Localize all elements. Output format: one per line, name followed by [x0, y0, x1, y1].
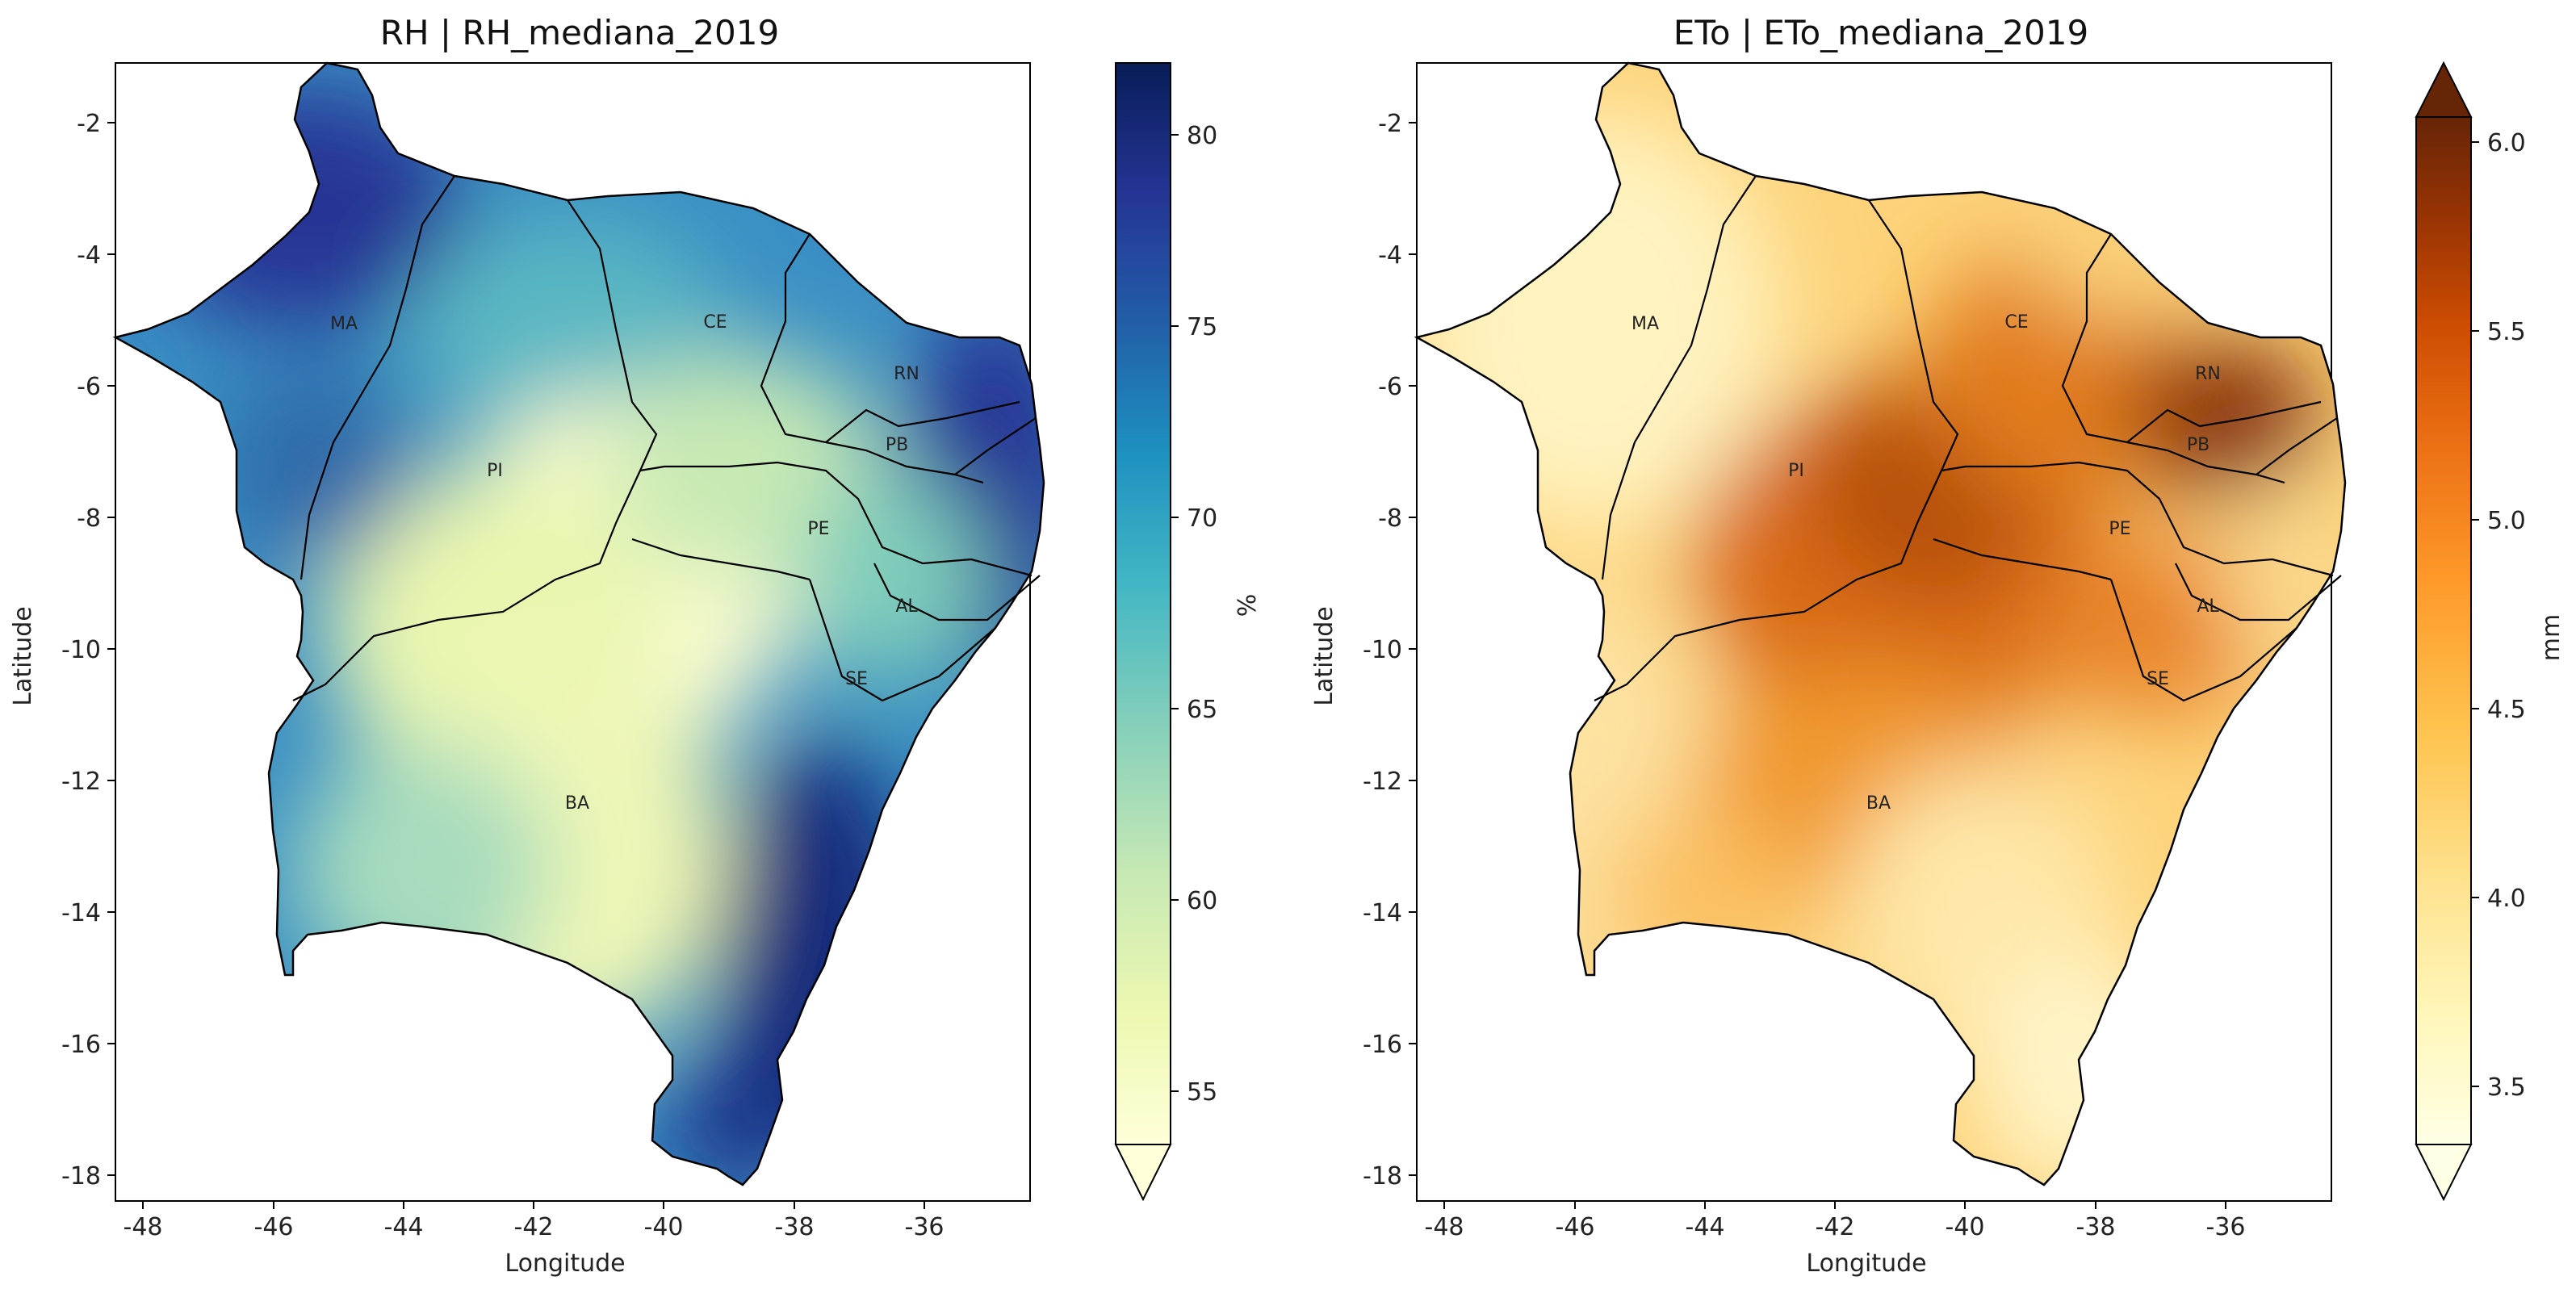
rh-y-tick: -10	[61, 636, 101, 664]
eto-state-label-pe: PE	[2109, 519, 2130, 539]
rh-colorbar-tick: 55	[1187, 1078, 1217, 1107]
rh-state-borders	[292, 175, 1041, 702]
rh-x-tick: -38	[775, 1213, 815, 1241]
rh-x-tick-labels: -48 -46 -44 -42 -40 -38 -36	[124, 1213, 945, 1241]
eto-state-label-ma: MA	[1631, 314, 1659, 334]
eto-colorbar-tick: 4.5	[2487, 696, 2526, 724]
eto-x-tick: -38	[2076, 1213, 2116, 1241]
eto-y-tick: -8	[1378, 504, 1402, 533]
rh-axis-tick-marks	[107, 122, 925, 1209]
eto-y-tick: -16	[1363, 1031, 1402, 1059]
rh-state-label-rn: RN	[894, 364, 919, 384]
rh-y-tick: -8	[77, 504, 101, 533]
rh-state-label-ce: CE	[703, 312, 727, 333]
rh-x-tick: -44	[384, 1213, 424, 1241]
rh-y-tick: -12	[61, 768, 101, 796]
rh-x-axis-label: Longitude	[505, 1249, 625, 1278]
rh-y-axis-label: Latitude	[9, 606, 37, 705]
eto-y-tick: -14	[1363, 899, 1402, 927]
eto-colorbar-tick: 3.5	[2487, 1073, 2526, 1102]
rh-x-tick: -46	[254, 1213, 294, 1241]
eto-y-axis-label: Latitude	[1310, 606, 1338, 705]
eto-colorbar-tick: 5.0	[2487, 507, 2526, 535]
eto-y-tick: -12	[1363, 768, 1402, 796]
eto-x-axis-label: Longitude	[1806, 1249, 1926, 1278]
eto-colorbar-tick: 4.0	[2487, 885, 2526, 913]
eto-state-label-se: SE	[2147, 669, 2169, 689]
rh-x-tick: -48	[124, 1213, 163, 1241]
rh-state-label-ba: BA	[565, 793, 589, 814]
eto-state-borders	[1594, 175, 2342, 702]
rh-colorbar-label: %	[1234, 594, 1262, 617]
rh-state-label-pi: PI	[487, 461, 503, 481]
eto-y-tick: -6	[1378, 373, 1402, 401]
rh-x-tick: -40	[644, 1213, 684, 1241]
rh-y-tick-labels: -2 -4 -6 -8 -10 -12 -14 -16 -18	[61, 110, 101, 1190]
rh-colorbar: 55 60 65 70 75 80 %	[1114, 62, 1262, 1202]
eto-x-tick: -48	[1425, 1213, 1464, 1241]
rh-state-label-pb: PB	[886, 435, 908, 455]
rh-y-tick: -14	[61, 899, 101, 927]
rh-colorbar-tick: 70	[1187, 504, 1217, 533]
eto-map-title: ETo | ETo_mediana_2019	[1673, 13, 2088, 52]
eto-x-tick: -44	[1686, 1213, 1725, 1241]
rh-colorbar-tick: 65	[1187, 696, 1217, 724]
eto-y-tick: -18	[1363, 1162, 1402, 1190]
eto-x-tick-labels: -48 -46 -44 -42 -40 -38 -36	[1425, 1213, 2246, 1241]
rh-map-panel: RH | RH_mediana_2019	[9, 13, 1262, 1278]
eto-colorbar-label: mm	[2537, 614, 2566, 661]
eto-x-tick: -42	[1816, 1213, 1855, 1241]
rh-y-tick: -16	[61, 1031, 101, 1059]
rh-colorbar-tick: 80	[1187, 122, 1217, 150]
rh-y-tick: -2	[77, 110, 101, 138]
rh-x-tick: -42	[514, 1213, 554, 1241]
rh-colorbar-tick: 75	[1187, 313, 1217, 341]
rh-y-tick: -4	[77, 241, 101, 270]
rh-state-label-al: AL	[895, 596, 918, 617]
rh-state-label-ma: MA	[330, 314, 358, 334]
eto-state-label-ce: CE	[2004, 312, 2028, 333]
rh-y-tick: -6	[77, 373, 101, 401]
eto-colorbar: 3.5 4.0 4.5 5.0 5.5 6.0 mm	[2415, 61, 2566, 1202]
eto-state-label-al: AL	[2197, 596, 2219, 617]
rh-colorbar-tick: 60	[1187, 887, 1217, 915]
eto-state-label-ba: BA	[1866, 793, 1891, 814]
rh-x-tick: -36	[905, 1213, 945, 1241]
eto-state-label-pi: PI	[1788, 461, 1804, 481]
eto-x-tick: -36	[2206, 1213, 2246, 1241]
eto-axis-tick-marks	[1409, 122, 2226, 1209]
eto-colorbar-tick: 6.0	[2487, 129, 2526, 157]
eto-state-label-rn: RN	[2195, 364, 2221, 384]
eto-y-tick-labels: -2 -4 -6 -8 -10 -12 -14 -16 -18	[1363, 110, 1402, 1190]
rh-y-tick: -18	[61, 1162, 101, 1190]
eto-x-tick: -40	[1946, 1213, 1985, 1241]
eto-x-tick: -46	[1556, 1213, 1595, 1241]
eto-state-labels: MA CE RN PB PI PE AL SE BA	[1631, 312, 2221, 814]
eto-map-panel: ETo | ETo_mediana_2019	[1310, 13, 2566, 1278]
rh-map-title: RH | RH_mediana_2019	[380, 13, 779, 52]
rh-state-label-pe: PE	[807, 519, 829, 539]
eto-state-label-pb: PB	[2187, 435, 2209, 455]
eto-colorbar-tick: 5.5	[2487, 318, 2526, 346]
rh-state-label-se: SE	[845, 669, 868, 689]
rh-state-labels: MA CE RN PB PI PE AL SE BA	[330, 312, 919, 814]
eto-y-tick: -10	[1363, 636, 1402, 664]
eto-y-tick: -4	[1378, 241, 1402, 270]
eto-y-tick: -2	[1378, 110, 1402, 138]
